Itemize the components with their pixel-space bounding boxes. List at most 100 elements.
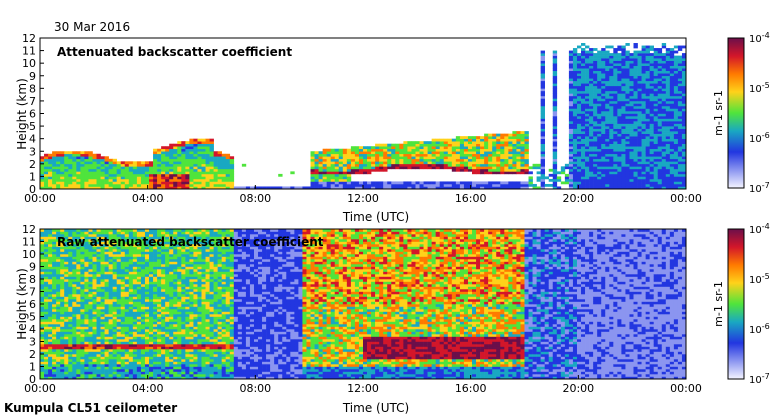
backscatter-cell: [358, 156, 364, 160]
backscatter-cell: [681, 143, 687, 147]
backscatter-cell: [209, 156, 214, 160]
backscatter-cell: [552, 113, 558, 117]
backscatter-cell: [677, 105, 683, 109]
backscatter-cell: [136, 173, 142, 177]
backscatter-cell: [116, 239, 122, 242]
backscatter-cell: [140, 321, 146, 325]
backscatter-cell: [48, 178, 53, 182]
backscatter-cell: [120, 371, 126, 375]
backscatter-cell: [637, 166, 642, 170]
backscatter-cell: [116, 183, 122, 187]
backscatter-cell: [524, 156, 529, 160]
backscatter-cell: [653, 156, 659, 160]
backscatter-cell: [124, 279, 130, 282]
backscatter-cell: [48, 311, 53, 315]
backscatter-cell: [649, 126, 654, 129]
backscatter-cell: [508, 181, 513, 185]
backscatter-cell: [96, 331, 101, 335]
backscatter-cell: [350, 183, 356, 187]
backscatter-cell: [480, 186, 485, 190]
backscatter-cell: [112, 281, 118, 285]
backscatter-cell: [104, 319, 109, 322]
backscatter-cell: [383, 143, 388, 147]
backscatter-cell: [112, 311, 118, 315]
backscatter-cell: [112, 354, 118, 357]
backscatter-cell: [116, 173, 122, 177]
backscatter-cell: [613, 75, 618, 79]
backscatter-cell: [593, 151, 598, 155]
backscatter-cell: [314, 168, 319, 172]
backscatter-cell: [132, 251, 138, 255]
backscatter-cell: [649, 166, 654, 170]
backscatter-cell: [520, 148, 525, 152]
backscatter-cell: [649, 100, 654, 104]
backscatter-cell: [112, 234, 118, 237]
backscatter-cell: [44, 331, 49, 335]
backscatter-cell: [500, 186, 505, 190]
backscatter-cell: [512, 171, 517, 175]
backscatter-cell: [112, 158, 118, 162]
backscatter-cell: [657, 63, 663, 66]
backscatter-cell: [661, 83, 667, 87]
backscatter-cell: [193, 166, 198, 170]
backscatter-cell: [189, 181, 194, 185]
backscatter-cell: [669, 58, 675, 61]
backscatter-cell: [524, 153, 529, 157]
backscatter-cell: [100, 181, 105, 185]
backscatter-cell: [439, 163, 445, 167]
backscatter-cell: [44, 376, 49, 380]
backscatter-cell: [637, 131, 642, 134]
backscatter-cell: [367, 151, 372, 155]
backscatter-cell: [605, 73, 610, 77]
backscatter-cell: [76, 289, 81, 292]
backscatter-cell: [500, 141, 505, 144]
backscatter-cell: [593, 161, 598, 165]
backscatter-cell: [500, 168, 505, 172]
backscatter-cell: [609, 176, 614, 180]
backscatter-cell: [431, 138, 436, 142]
backscatter-cell: [173, 153, 178, 157]
y-axis-label: Height (km): [15, 78, 29, 149]
backscatter-cell: [330, 161, 336, 165]
backscatter-cell: [104, 324, 109, 327]
backscatter-cell: [601, 133, 606, 137]
backscatter-cell: [40, 376, 45, 380]
backscatter-cell: [492, 156, 497, 160]
backscatter-cell: [677, 131, 683, 134]
backscatter-cell: [144, 344, 150, 347]
backscatter-cell: [601, 186, 606, 190]
backscatter-cell: [613, 146, 618, 150]
backscatter-cell: [439, 146, 445, 150]
backscatter-cell: [593, 153, 598, 157]
backscatter-cell: [673, 50, 679, 54]
backscatter-cell: [661, 88, 667, 92]
backscatter-cell: [552, 171, 558, 175]
backscatter-cell: [80, 316, 85, 320]
backscatter-cell: [44, 366, 49, 370]
backscatter-cell: [96, 229, 101, 232]
backscatter-cell: [399, 161, 404, 165]
backscatter-cell: [104, 156, 109, 160]
backscatter-cell: [68, 153, 73, 157]
backscatter-cell: [681, 128, 687, 132]
backscatter-cell: [589, 123, 594, 127]
backscatter-cell: [488, 166, 493, 170]
backscatter-cell: [76, 356, 81, 360]
backscatter-cell: [637, 103, 642, 107]
backscatter-cell: [629, 178, 634, 182]
backscatter-cell: [84, 309, 89, 312]
backscatter-cell: [112, 279, 118, 282]
y-tick-label: 2: [29, 158, 36, 171]
backscatter-cell: [52, 334, 57, 337]
y-tick-label: 0: [29, 183, 36, 196]
backscatter-cell: [60, 361, 65, 365]
backscatter-cell: [132, 349, 138, 352]
backscatter-cell: [330, 181, 336, 185]
backscatter-cell: [96, 361, 101, 365]
backscatter-cell: [601, 118, 606, 122]
backscatter-cell: [245, 186, 251, 190]
backscatter-cell: [528, 171, 533, 175]
backscatter-cell: [84, 281, 89, 285]
backscatter-cell: [136, 321, 142, 325]
backscatter-cell: [120, 284, 126, 287]
